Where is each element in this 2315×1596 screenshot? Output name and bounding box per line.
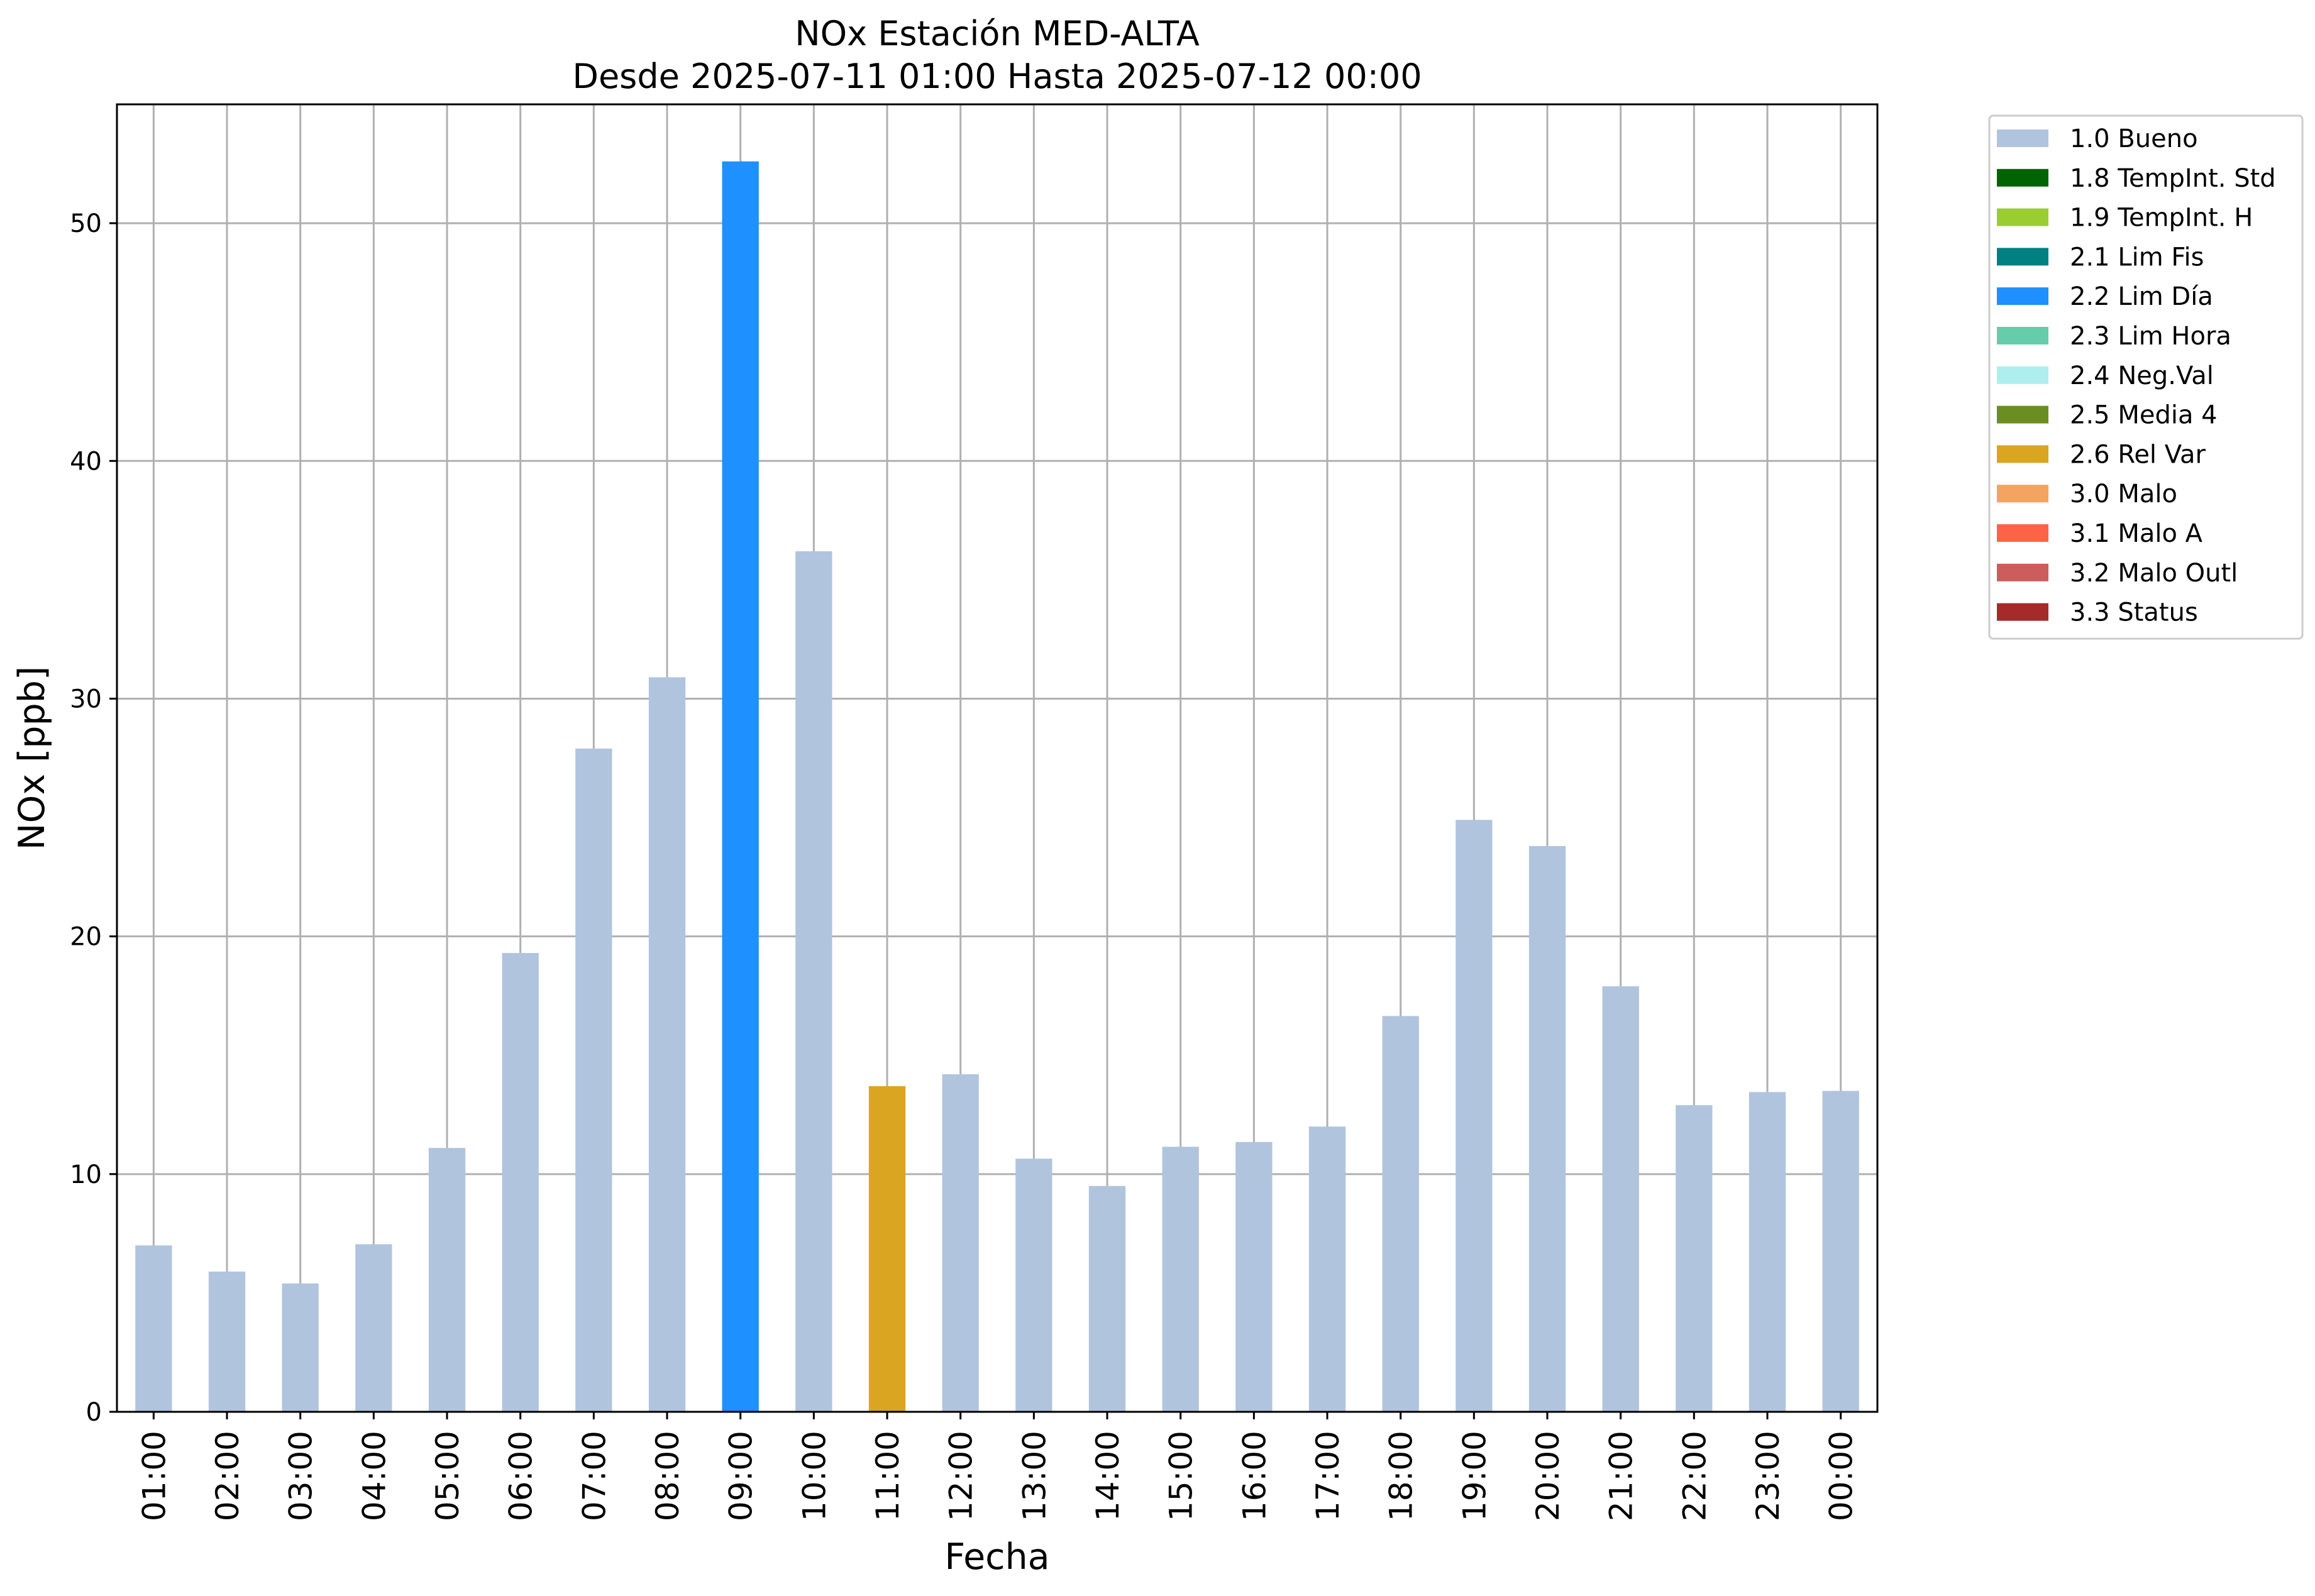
y-tick-label: 50 [70,209,102,238]
legend-swatch [1997,524,2048,542]
y-tick-label: 0 [86,1398,102,1427]
y-axis: 0 10 20 30 40 50 [70,209,117,1427]
legend-label: 3.0 Malo [2070,480,2177,509]
y-tick-label: 10 [70,1160,102,1189]
x-tick-label: 18:00 [1383,1431,1420,1521]
chart-title-line-2: Desde 2025-07-11 01:00 Hasta 2025-07-12 … [572,57,1422,96]
y-tick-label: 30 [70,685,102,713]
legend-swatch [1997,563,2048,581]
legend-swatch [1997,366,2048,384]
plot-frame [116,103,1879,1413]
legend-swatch [1997,248,2048,266]
legend-label: 3.1 Malo A [2070,519,2203,548]
legend-swatch [1997,208,2048,226]
bar-1900 [1456,820,1493,1412]
legend-label: 2.5 Media 4 [2070,401,2218,430]
legend-swatch [1997,603,2048,621]
bar-2200 [1676,1105,1713,1412]
bars [135,161,1859,1412]
x-tick-label: 20:00 [1530,1431,1566,1521]
bar-1300 [1015,1158,1053,1412]
bar-1200 [942,1074,979,1412]
legend-label: 2.6 Rel Var [2070,440,2206,469]
bar-0000 [1822,1091,1859,1412]
bar-1000 [795,551,832,1412]
x-tick-label: 21:00 [1603,1431,1640,1521]
x-axis-label: Fecha [944,1536,1049,1578]
chart-title-line-1: NOx Estación MED-ALTA [795,14,1200,53]
x-tick-label: 23:00 [1750,1431,1786,1521]
x-tick-label: 11:00 [870,1431,906,1521]
x-axis: 01:00 02:00 03:00 04:00 05:00 06:00 07:00 08:00… [136,1412,1860,1521]
x-tick-label: 16:00 [1236,1431,1273,1521]
bar-0200 [208,1271,246,1412]
x-tick-label: 05:00 [429,1431,466,1521]
x-tick-label: 03:00 [283,1431,319,1521]
bar-0100 [135,1245,172,1412]
legend-label: 3.2 Malo Outl [2070,559,2238,588]
legend-label: 1.9 TempInt. H [2070,204,2253,233]
legend-label: 2.3 Lim Hora [2070,322,2231,351]
bar-0400 [355,1244,392,1412]
legend-swatch [1997,485,2048,503]
x-tick-label: 10:00 [796,1431,832,1521]
legend-swatch [1997,287,2048,305]
bar-1500 [1162,1147,1199,1412]
legend-label: 2.2 Lim Día [2070,282,2213,311]
y-tick-label: 40 [70,447,102,476]
x-tick-label: 06:00 [503,1431,539,1521]
y-tick-label: 20 [70,923,102,952]
bar-2100 [1602,986,1639,1412]
legend-swatch [1997,445,2048,463]
x-tick-label: 07:00 [576,1431,612,1521]
legend-label: 1.8 TempInt. Std [2070,164,2276,193]
x-tick-label: 14:00 [1090,1431,1126,1521]
bar-0800 [648,677,686,1412]
x-tick-label: 17:00 [1310,1431,1346,1521]
legend-swatch [1997,405,2048,424]
bar-0700 [575,748,612,1412]
legend-label: 2.1 Lim Fis [2070,243,2204,272]
x-tick-label: 09:00 [723,1431,760,1521]
bar-2300 [1749,1092,1786,1412]
bar-2000 [1528,845,1566,1412]
bar-0300 [282,1283,319,1412]
legend-swatch [1997,168,2048,187]
x-tick-label: 00:00 [1823,1431,1860,1521]
bar-1700 [1308,1126,1346,1412]
x-tick-label: 04:00 [356,1431,392,1521]
bar-0600 [502,953,539,1412]
legend-swatch [1997,327,2048,344]
legend-label: 2.4 Neg.Val [2070,361,2214,390]
bar-1800 [1382,1016,1419,1412]
legend-label: 1.0 Bueno [2070,124,2198,153]
legend-label: 3.3 Status [2070,598,2198,627]
legend: 1.0 Bueno 1.8 TempInt. Std 1.9 TempInt. H 2… [1988,114,2304,640]
bar-0900 [722,161,759,1412]
x-tick-label: 22:00 [1676,1431,1713,1521]
y-axis-label: NOx [ppb] [11,666,53,850]
x-tick-label: 08:00 [649,1431,686,1521]
bar-1400 [1088,1186,1126,1412]
bar-1600 [1235,1142,1273,1412]
x-tick-label: 19:00 [1456,1431,1493,1521]
x-tick-label: 12:00 [943,1431,980,1521]
legend-frame [1988,114,2304,640]
bar-1100 [868,1086,906,1412]
x-tick-label: 01:00 [136,1431,172,1521]
x-tick-label: 13:00 [1016,1431,1053,1521]
x-tick-label: 02:00 [209,1431,246,1521]
legend-swatch [1997,129,2048,147]
bar-0500 [428,1148,466,1412]
x-tick-label: 15:00 [1163,1431,1200,1521]
